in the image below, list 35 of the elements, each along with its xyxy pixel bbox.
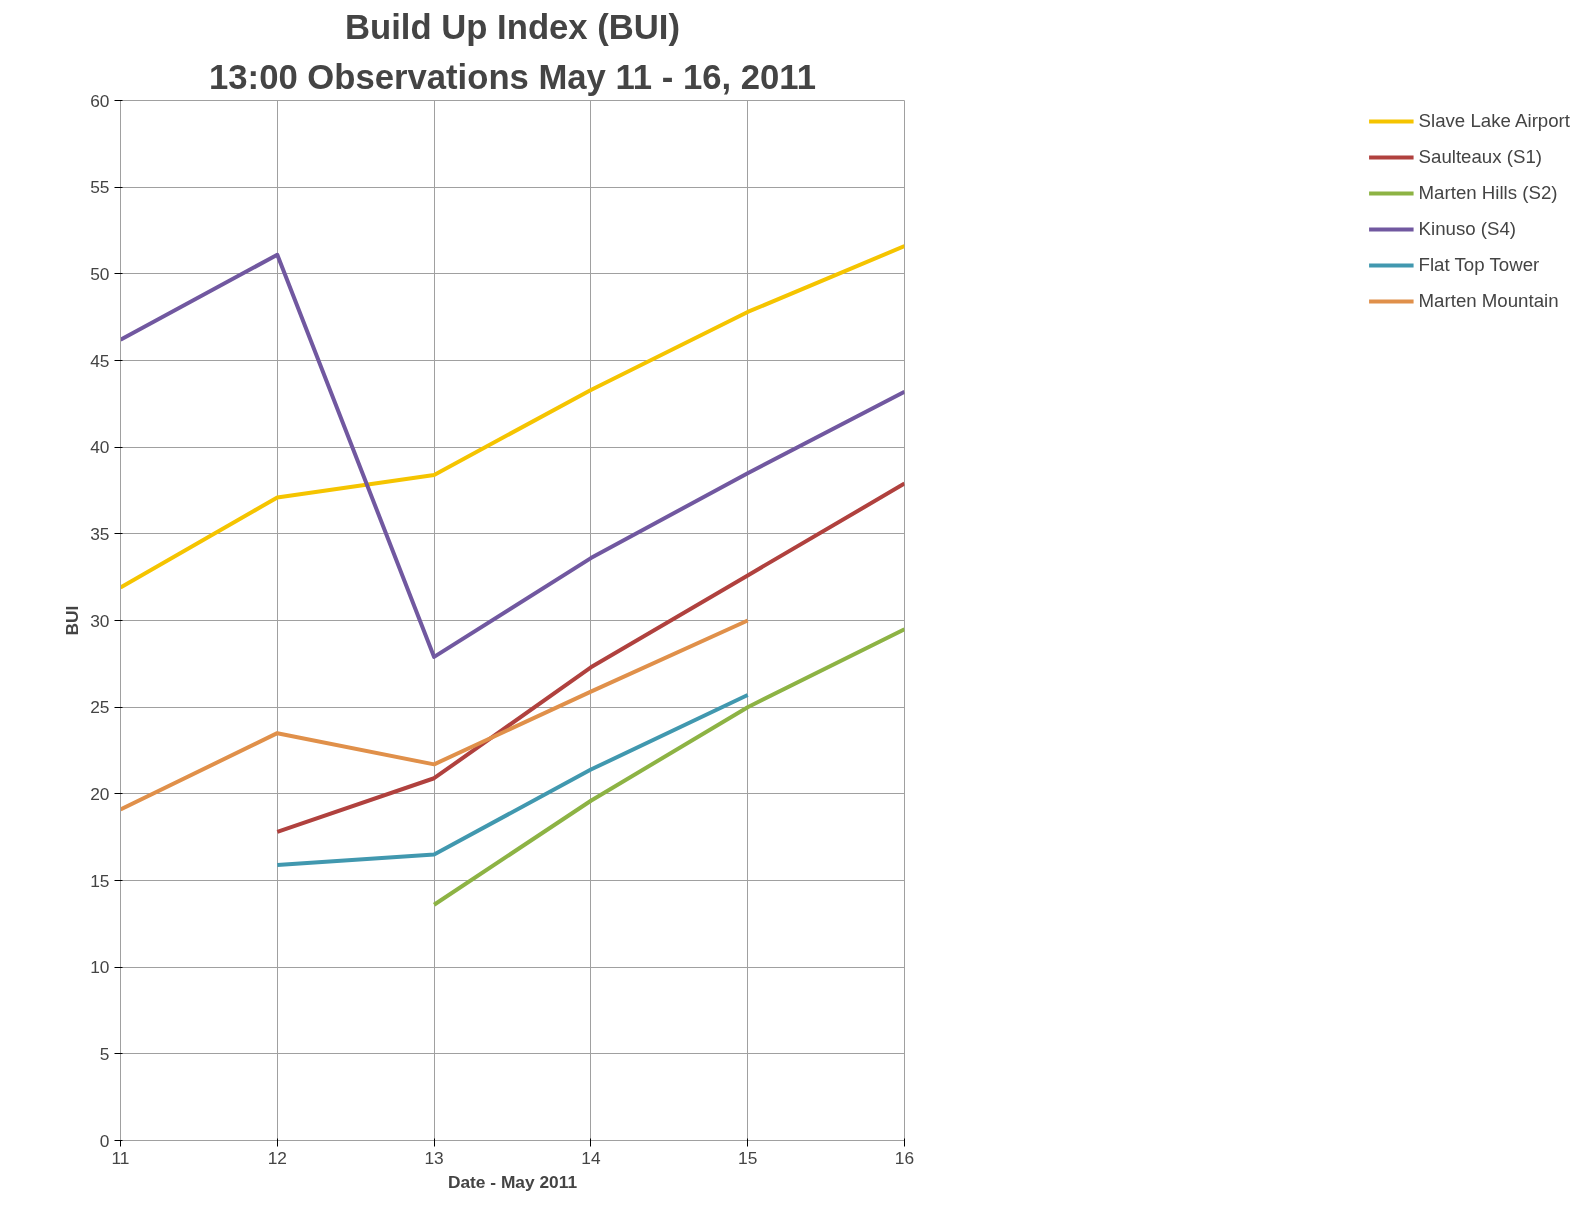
legend-label: Flat Top Tower	[1418, 254, 1540, 276]
y-axis-title: BUI	[62, 605, 83, 636]
x-tick-label: 14	[581, 1147, 601, 1168]
y-tick-label: 35	[90, 523, 110, 544]
legend-label: Slave Lake Airport	[1418, 110, 1570, 132]
legend-label: Marten Mountain	[1418, 290, 1559, 312]
y-tick-label: 60	[90, 90, 110, 111]
y-tick-label: 25	[90, 697, 110, 718]
line-series	[432, 627, 905, 907]
chart-subtitle: 13:00 Observations May 11 - 16, 2011	[209, 57, 816, 96]
x-tick-label: 15	[738, 1147, 758, 1168]
y-tick-label: 15	[90, 870, 110, 891]
legend-label: Marten Hills (S2)	[1418, 182, 1558, 204]
y-tick-label: 20	[90, 783, 110, 804]
chart-title: Build Up Index (BUI)	[345, 7, 681, 46]
line-series	[120, 252, 905, 659]
x-tick-label: 13	[424, 1147, 444, 1168]
legend-label: Kinuso (S4)	[1418, 218, 1517, 240]
x-tick-label: 11	[111, 1147, 130, 1168]
y-tick-label: 10	[90, 957, 110, 978]
line-series	[275, 481, 905, 834]
y-tick-label: 0	[99, 1130, 110, 1151]
x-axis-title: Date - May 2011	[447, 1171, 578, 1192]
y-tick-label: 40	[90, 437, 110, 458]
x-tick-label: 16	[894, 1147, 915, 1168]
line-series	[120, 244, 905, 590]
y-tick-label: 5	[99, 1043, 110, 1064]
y-tick-label: 30	[90, 610, 110, 631]
y-tick-label: 45	[90, 350, 110, 371]
line-series	[275, 693, 750, 867]
legend-label: Saulteaux (S1)	[1418, 146, 1542, 168]
y-tick-label: 50	[90, 263, 110, 284]
line-series	[120, 618, 750, 812]
x-tick-label: 12	[267, 1147, 287, 1168]
y-tick-label: 55	[90, 177, 110, 198]
